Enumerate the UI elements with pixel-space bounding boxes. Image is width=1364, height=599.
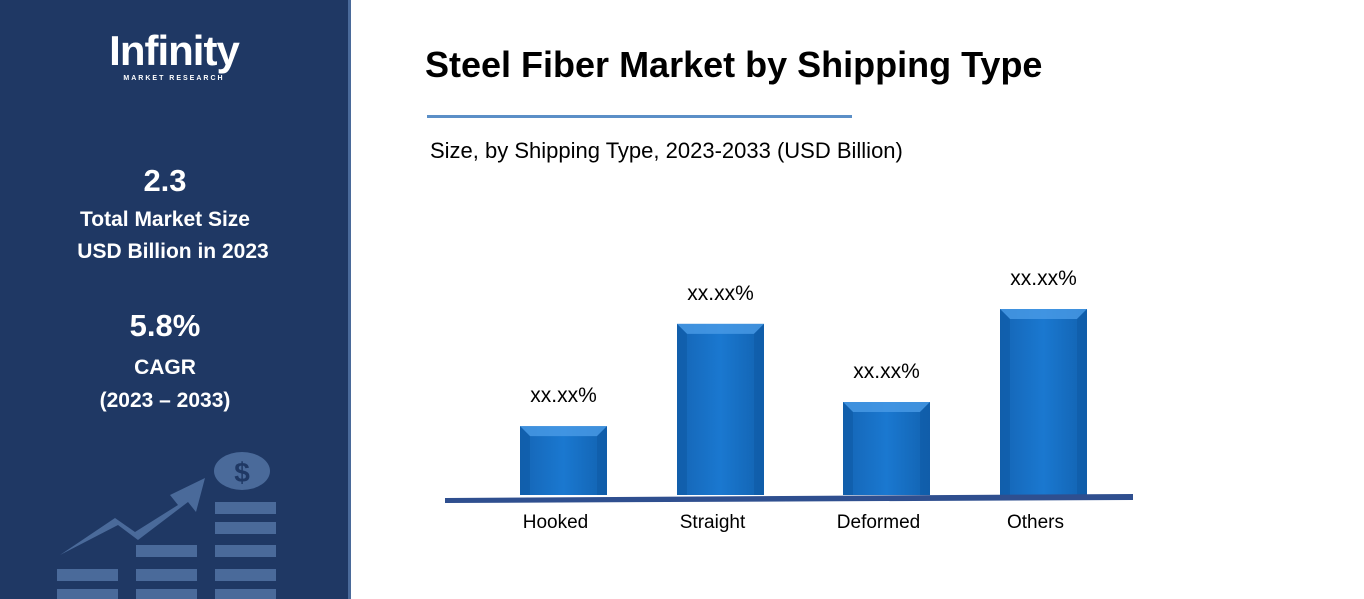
logo: Infinity MARKET RESEARCH <box>0 30 348 83</box>
market-size-unit: USD Billion in 2023 <box>77 240 269 263</box>
bar-hooked <box>520 426 607 495</box>
category-label: Deformed <box>837 512 920 533</box>
cagr-period: (2023 – 2033) <box>99 389 231 412</box>
data-label: xx.xx% <box>530 384 597 407</box>
bar <box>677 323 764 495</box>
data-label: xx.xx% <box>687 282 754 305</box>
logo-name: Infinity <box>109 27 240 74</box>
chart-title: Steel Fiber Market by Shipping Type <box>425 44 1043 85</box>
cagr-label: CAGR <box>134 356 196 379</box>
logo-tagline: MARKET RESEARCH <box>123 75 225 82</box>
bar-left-bevel <box>1000 309 1010 495</box>
data-label: xx.xx% <box>1010 267 1077 290</box>
bar-others <box>1000 309 1087 495</box>
bar-top-bevel <box>843 402 930 412</box>
bar-right-bevel <box>920 402 930 495</box>
category-label: Others <box>1007 512 1064 533</box>
bar-right-bevel <box>754 323 764 495</box>
bar <box>1000 309 1087 495</box>
bar-straight <box>677 323 764 495</box>
category-label: Straight <box>680 512 746 533</box>
chart-subtitle: Size, by Shipping Type, 2023-2033 (USD B… <box>430 138 903 163</box>
bar <box>520 426 607 495</box>
growth-money-icon: $ <box>57 452 276 599</box>
market-size-value: 2.3 <box>143 163 187 198</box>
bar-left-bevel <box>843 402 853 495</box>
bar-right-bevel <box>1077 309 1087 495</box>
x-axis-line <box>445 494 1133 503</box>
bar-top-bevel <box>520 426 607 437</box>
cagr-value: 5.8% <box>129 308 201 343</box>
sidebar: Infinity MARKET RESEARCH 2.3 Total Marke… <box>0 0 351 599</box>
bar-right-bevel <box>597 426 607 495</box>
title-underline <box>427 115 852 118</box>
market-size-label: Total Market Size <box>80 208 250 231</box>
bar-top-bevel <box>1000 309 1087 319</box>
bar-deformed <box>843 402 930 495</box>
bar <box>843 402 930 495</box>
category-label: Hooked <box>523 512 589 533</box>
bar-left-bevel <box>520 426 530 495</box>
bar-top-bevel <box>677 323 764 334</box>
svg-text:$: $ <box>234 457 250 488</box>
bar-left-bevel <box>677 323 687 495</box>
data-label: xx.xx% <box>853 360 920 383</box>
